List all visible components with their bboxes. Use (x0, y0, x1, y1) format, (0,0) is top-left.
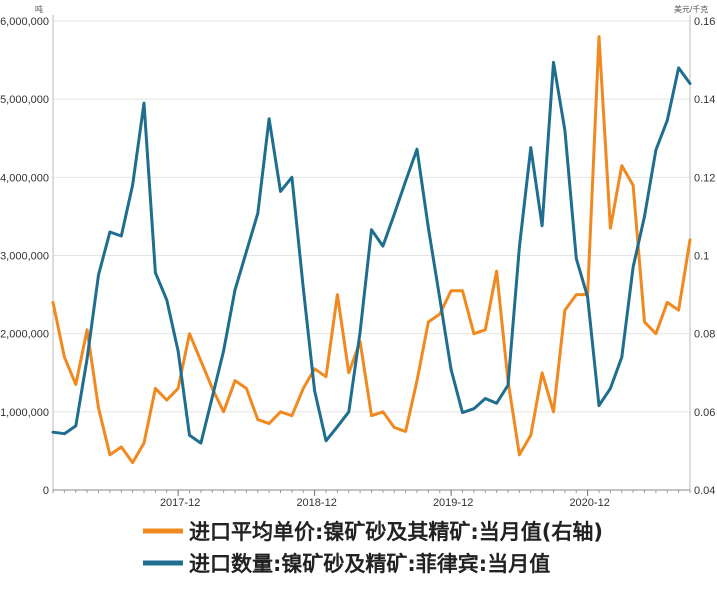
right-tick-label: 0.12 (694, 172, 715, 184)
x-tick-label: 2017-12 (160, 497, 200, 509)
gridlines (53, 20, 690, 413)
left-tick-label: 1,000,000 (0, 407, 49, 419)
left-tick-label: 5,000,000 (0, 94, 49, 106)
legend-label-1: 进口数量:镍矿砂及精矿:菲律宾:当月值 (189, 552, 550, 576)
right-tick-label: 0.08 (694, 329, 715, 341)
x-tick-label: 2020-12 (569, 497, 609, 509)
x-tick-label: 2019-12 (433, 497, 473, 509)
left-tick-label: 4,000,000 (0, 172, 49, 184)
legend-label-0: 进口平均单价:镍矿砂及其精矿:当月值(右轴) (189, 520, 603, 544)
axes: 0 0.04 1,000,000 0.06 2,000,000 0.08 3,000,000… (0, 4, 715, 509)
right-tick-label: 0.1 (694, 251, 709, 263)
series-line-0 (51, 35, 692, 465)
right-tick-label: 0.14 (694, 94, 715, 106)
legend: 进口平均单价:镍矿砂及其精矿:当月值(右轴) 进口数量:镍矿砂及精矿:菲律宾:当月… (143, 520, 603, 576)
left-tick-label: 6,000,000 (0, 16, 49, 28)
series-lines (51, 35, 692, 465)
right-tick-label: 0.04 (694, 485, 715, 497)
left-tick-label: 2,000,000 (0, 329, 49, 341)
right-tick-label: 0.06 (694, 407, 715, 419)
right-unit-label: 美元/千克 (674, 4, 708, 14)
series-line-1 (51, 60, 692, 445)
left-tick-label: 3,000,000 (0, 251, 49, 263)
left-unit-label: 吨 (35, 4, 43, 14)
right-tick-label: 0.16 (694, 16, 715, 28)
left-tick-label: 0 (43, 485, 49, 497)
x-tick-label: 2018-12 (296, 497, 336, 509)
